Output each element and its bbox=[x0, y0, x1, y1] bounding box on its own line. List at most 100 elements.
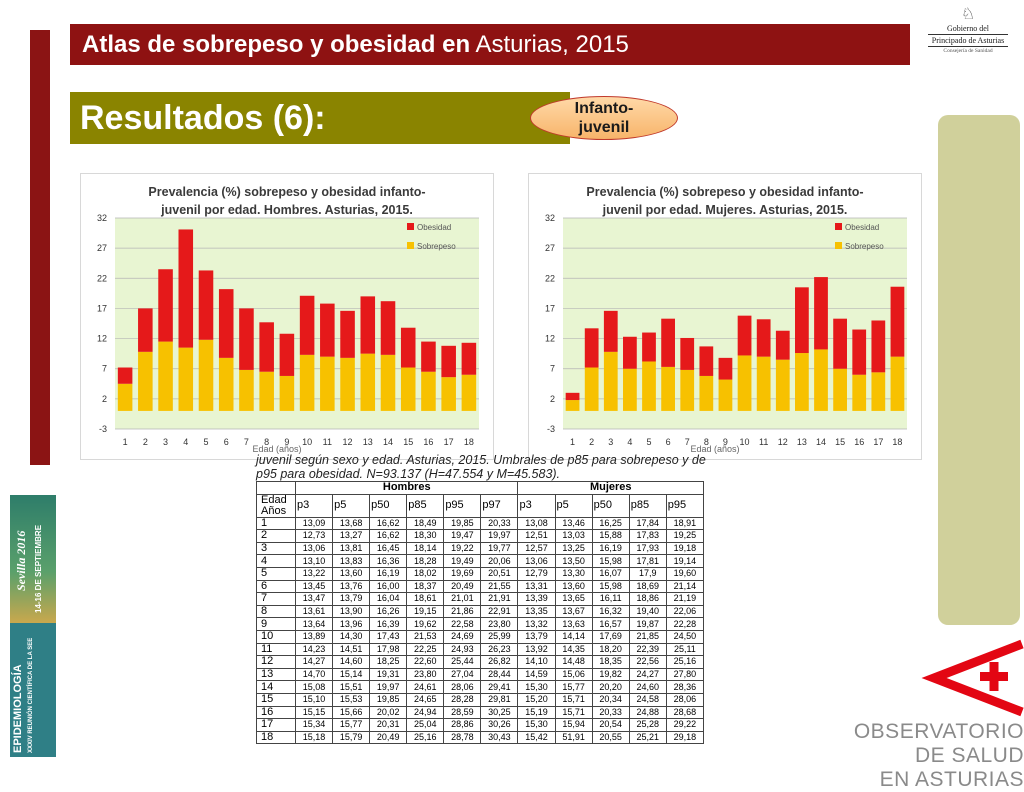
table-cell: 14,14 bbox=[554, 629, 593, 644]
table-cell: 15,94 bbox=[554, 718, 593, 732]
table-cell: 13,25 bbox=[554, 541, 593, 556]
table-cell: 14,60 bbox=[332, 655, 371, 669]
table-cell: 15,08 bbox=[294, 680, 334, 694]
bar-sobrepeso bbox=[380, 354, 396, 411]
logo-line1: Gobierno del bbox=[947, 24, 989, 33]
table-cell: 24,69 bbox=[443, 629, 482, 644]
x-tick-label: 7 bbox=[244, 437, 249, 447]
section-title: Resultados (6): bbox=[70, 92, 570, 144]
bar-obesidad bbox=[259, 322, 274, 372]
badge-line2: juvenil bbox=[578, 119, 630, 136]
x-tick-label: 13 bbox=[363, 437, 373, 447]
table-cell: 14,35 bbox=[554, 642, 593, 657]
x-tick-label: 18 bbox=[892, 437, 902, 447]
bar-sobrepeso bbox=[642, 361, 656, 411]
y-tick-label: 27 bbox=[545, 243, 555, 253]
x-tick-label: 15 bbox=[835, 437, 845, 447]
age-cell: 1 bbox=[256, 516, 296, 531]
poster-dates: 14-16 DE SEPTIEMBRE bbox=[34, 524, 43, 613]
age-cell: 4 bbox=[256, 554, 296, 568]
table-cell: 18,20 bbox=[591, 642, 630, 657]
table-cell: 15,19 bbox=[517, 705, 556, 720]
bar-obesidad bbox=[584, 328, 599, 368]
table-cell: 28,06 bbox=[665, 692, 704, 707]
bar-obesidad bbox=[795, 287, 809, 354]
congress-poster: Sevilla 2016 14-16 DE SEPTIEMBRE EPIDEMI… bbox=[10, 495, 56, 757]
chart-title: Prevalencia (%) sobrepeso y obesidad inf… bbox=[148, 185, 425, 199]
table-cell: 19,40 bbox=[628, 604, 667, 619]
bar-obesidad bbox=[680, 337, 695, 370]
bar-sobrepeso bbox=[461, 374, 477, 411]
table-cell: 25,28 bbox=[628, 718, 667, 732]
bar-obesidad bbox=[737, 315, 752, 356]
legend-label: Obesidad bbox=[417, 223, 451, 232]
table-cell: 28,28 bbox=[443, 692, 482, 707]
bar-sobrepeso bbox=[699, 375, 714, 411]
table-cell: 17,98 bbox=[369, 642, 408, 657]
table-cell: 20,54 bbox=[591, 718, 630, 732]
x-tick-label: 1 bbox=[123, 437, 128, 447]
table-cell: 19,18 bbox=[665, 541, 704, 556]
bar-sobrepeso bbox=[756, 356, 771, 411]
table-cell: 16,11 bbox=[591, 592, 630, 606]
percentile-table: Hombres Mujeres Edad Años p3 p5 p50 p85 p95 p9… bbox=[256, 481, 704, 745]
table-cell: 17,84 bbox=[628, 516, 667, 531]
chart-hombres: Prevalencia (%) sobrepeso y obesidad inf… bbox=[80, 173, 494, 460]
table-cell: 13,35 bbox=[517, 604, 556, 619]
x-tick-label: 6 bbox=[224, 437, 229, 447]
bar-sobrepeso bbox=[775, 359, 790, 411]
table-cell: 14,70 bbox=[294, 667, 334, 682]
table-cell: 28,36 bbox=[665, 680, 704, 694]
table-cell: 19,47 bbox=[443, 529, 482, 543]
observatorio-logo-icon bbox=[921, 639, 1024, 717]
table-cell: 16,45 bbox=[369, 541, 408, 556]
left-accent-bar bbox=[30, 30, 50, 465]
y-tick-label: 22 bbox=[97, 273, 107, 283]
bar-sobrepeso bbox=[299, 354, 315, 411]
bar-sobrepeso bbox=[218, 357, 234, 411]
y-tick-label: 22 bbox=[545, 273, 555, 283]
age-header-line2: Años bbox=[261, 504, 287, 517]
table-cell: 13,92 bbox=[517, 642, 556, 657]
age-cell: 16 bbox=[256, 705, 296, 720]
bar-obesidad bbox=[756, 319, 771, 357]
table-cell: 20,51 bbox=[480, 566, 519, 581]
table-cell: 20,49 bbox=[369, 730, 408, 745]
table-row: 12 14,27 14,60 18,25 22,60 25,44 26,82 14,10 14,… bbox=[256, 655, 704, 669]
gobierno-logo: ♘ Gobierno del Principado de Asturias Co… bbox=[922, 6, 1014, 62]
plot-area bbox=[563, 218, 907, 429]
bar-sobrepeso bbox=[320, 356, 335, 411]
legend-swatch bbox=[407, 223, 414, 230]
x-tick-label: 15 bbox=[403, 437, 413, 447]
x-tick-label: 5 bbox=[203, 437, 208, 447]
bar-obesidad bbox=[775, 330, 790, 360]
column-header: p3 bbox=[294, 493, 334, 518]
table-cell: 29,18 bbox=[665, 730, 704, 745]
logo-line3: Consejería de Sanidad bbox=[943, 48, 993, 54]
table-row: 14 15,08 15,51 19,97 24,61 28,06 29,41 15,30 15,… bbox=[256, 680, 704, 694]
table-cell: 19,62 bbox=[406, 617, 445, 631]
legend-swatch bbox=[407, 242, 414, 249]
legend-label: Obesidad bbox=[845, 223, 879, 232]
table-cell: 21,19 bbox=[665, 592, 704, 606]
bar-obesidad bbox=[565, 392, 580, 401]
table-cell: 18,28 bbox=[406, 554, 445, 568]
table-row: 7 13,47 13,79 16,04 18,61 21,01 21,91 13,39 13,6… bbox=[256, 592, 704, 606]
x-tick-label: 14 bbox=[383, 437, 393, 447]
bar-obesidad bbox=[421, 341, 436, 372]
bar-sobrepeso bbox=[680, 369, 695, 411]
table-cell: 19,14 bbox=[665, 554, 704, 568]
mujeres-header: Mujeres bbox=[517, 481, 704, 495]
table-cell: 17,43 bbox=[369, 629, 408, 644]
bar-obesidad bbox=[852, 329, 867, 375]
table-cell: 13,22 bbox=[294, 566, 334, 581]
y-tick-label: 12 bbox=[97, 334, 107, 344]
table-cell: 13,89 bbox=[294, 629, 334, 644]
table-cell: 15,30 bbox=[517, 680, 556, 694]
age-cell: 11 bbox=[256, 642, 296, 657]
table-cell: 25,16 bbox=[406, 730, 445, 745]
bar-sobrepeso bbox=[718, 379, 733, 411]
table-cell: 19,25 bbox=[665, 529, 704, 543]
y-tick-label: 32 bbox=[545, 213, 555, 223]
age-cell: 18 bbox=[256, 730, 296, 745]
